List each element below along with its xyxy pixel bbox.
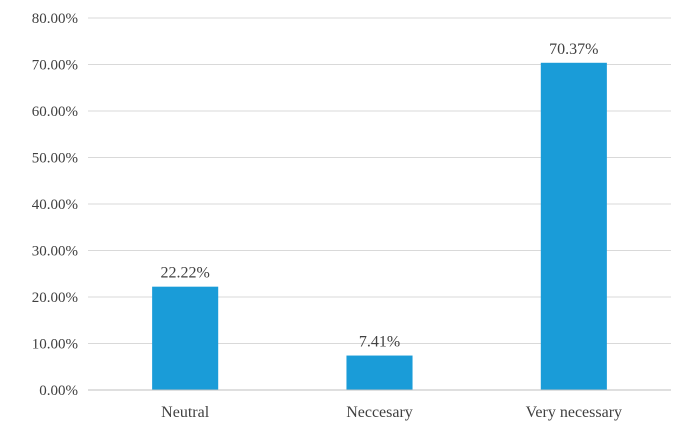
x-axis-categories: Neutral Neccesary Very necessary: [161, 404, 622, 421]
y-axis-ticks: 0.00% 10.00% 20.00% 30.00% 40.00% 50.00% 60.00…: [32, 11, 78, 399]
y-tick-label: 30.00%: [32, 244, 78, 260]
data-label: 22.22%: [161, 265, 210, 282]
y-tick-label: 50.00%: [32, 151, 78, 167]
x-category-label: Neutral: [161, 404, 210, 421]
bar-neccesary: [346, 355, 413, 390]
data-label: 7.41%: [359, 334, 400, 351]
y-tick-label: 80.00%: [32, 11, 78, 27]
y-tick-label: 70.00%: [32, 58, 78, 74]
data-labels: 22.22% 7.41% 70.37%: [161, 41, 599, 351]
x-category-label: Very necessary: [526, 404, 622, 421]
y-tick-label: 20.00%: [32, 290, 78, 306]
y-tick-label: 10.00%: [32, 337, 78, 353]
y-tick-label: 60.00%: [32, 104, 78, 120]
data-label: 70.37%: [549, 41, 598, 58]
y-tick-label: 40.00%: [32, 197, 78, 213]
bar-very-necessary: [540, 62, 607, 390]
bars: [152, 62, 607, 390]
y-tick-label: 0.00%: [39, 383, 78, 399]
x-category-label: Neccesary: [346, 404, 413, 421]
bar-neutral: [152, 286, 219, 390]
